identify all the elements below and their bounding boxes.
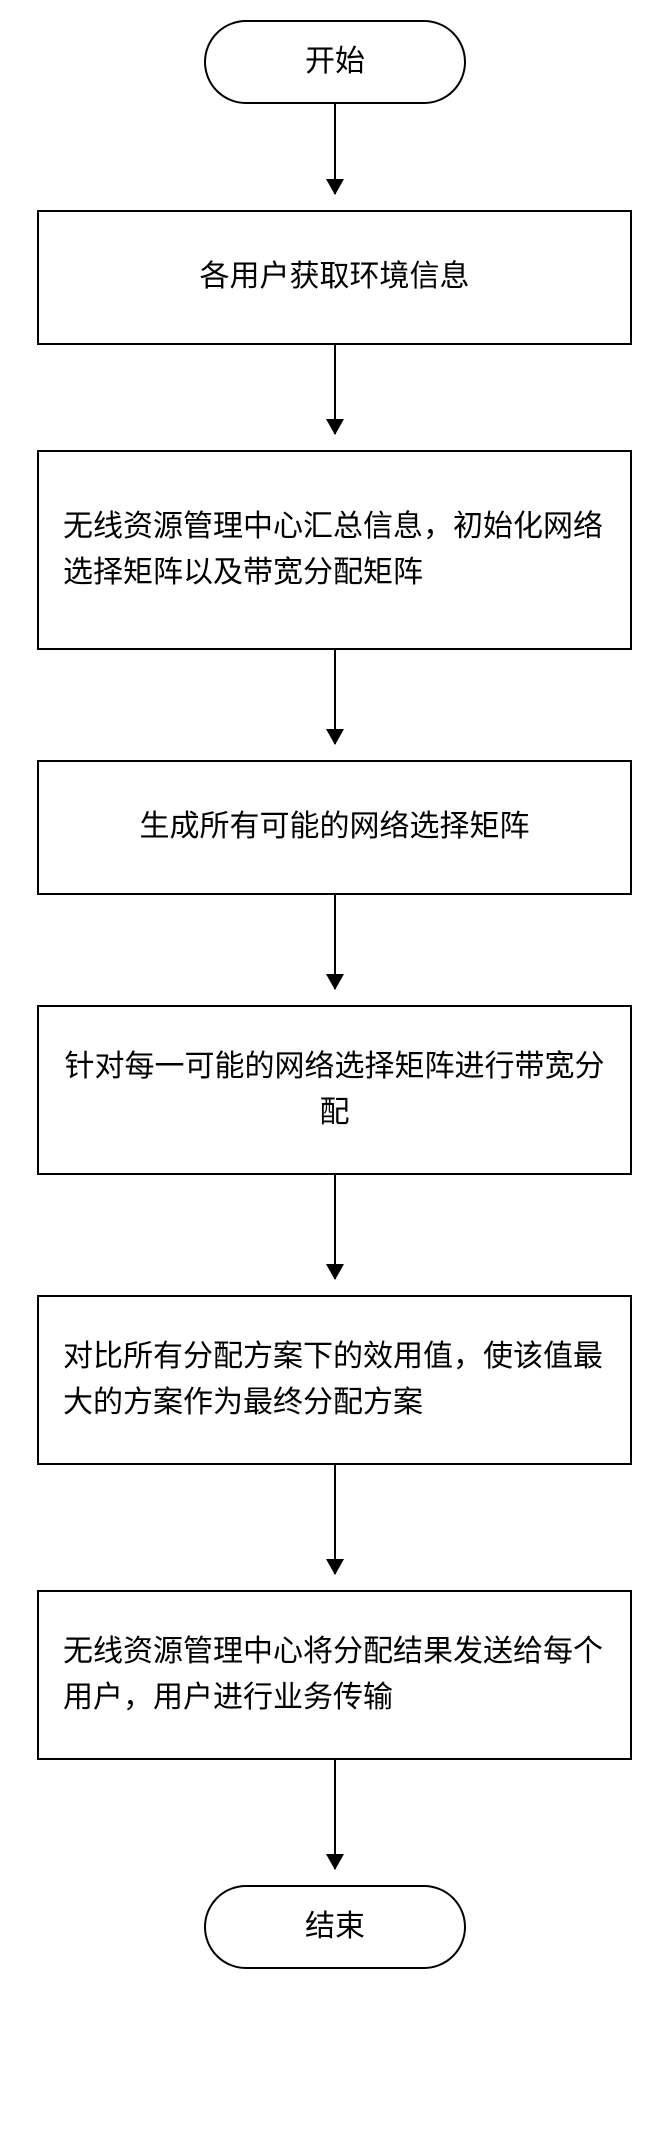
flowchart-container: 开始各用户获取环境信息无线资源管理中心汇总信息，初始化网络选择矩阵以及带宽分配矩… <box>0 0 670 2144</box>
node-label-step5: 对比所有分配方案下的效用值，使该值最大的方案作为最终分配方案 <box>63 1334 606 1427</box>
node-step5: 对比所有分配方案下的效用值，使该值最大的方案作为最终分配方案 <box>37 1295 632 1465</box>
arrow-step4-step5 <box>334 1175 336 1279</box>
node-label-end: 结束 <box>305 1904 365 1951</box>
node-label-step6: 无线资源管理中心将分配结果发送给每个用户，用户进行业务传输 <box>63 1629 606 1722</box>
node-label-step1: 各用户获取环境信息 <box>200 254 470 301</box>
node-label-step3: 生成所有可能的网络选择矩阵 <box>140 804 530 851</box>
node-label-step2: 无线资源管理中心汇总信息，初始化网络选择矩阵以及带宽分配矩阵 <box>63 504 606 597</box>
arrow-step5-step6 <box>334 1465 336 1574</box>
arrow-start-step1 <box>334 104 336 194</box>
node-start: 开始 <box>204 20 466 104</box>
node-step1: 各用户获取环境信息 <box>37 210 632 345</box>
node-step6: 无线资源管理中心将分配结果发送给每个用户，用户进行业务传输 <box>37 1590 632 1760</box>
node-step3: 生成所有可能的网络选择矩阵 <box>37 760 632 895</box>
arrow-step2-step3 <box>334 650 336 744</box>
node-label-start: 开始 <box>305 39 365 86</box>
node-step4: 针对每一可能的网络选择矩阵进行带宽分配 <box>37 1005 632 1175</box>
arrow-step6-end <box>334 1760 336 1869</box>
node-label-step4: 针对每一可能的网络选择矩阵进行带宽分配 <box>63 1044 606 1137</box>
arrow-step3-step4 <box>334 895 336 989</box>
node-end: 结束 <box>204 1885 466 1969</box>
arrow-step1-step2 <box>334 345 336 434</box>
node-step2: 无线资源管理中心汇总信息，初始化网络选择矩阵以及带宽分配矩阵 <box>37 450 632 650</box>
